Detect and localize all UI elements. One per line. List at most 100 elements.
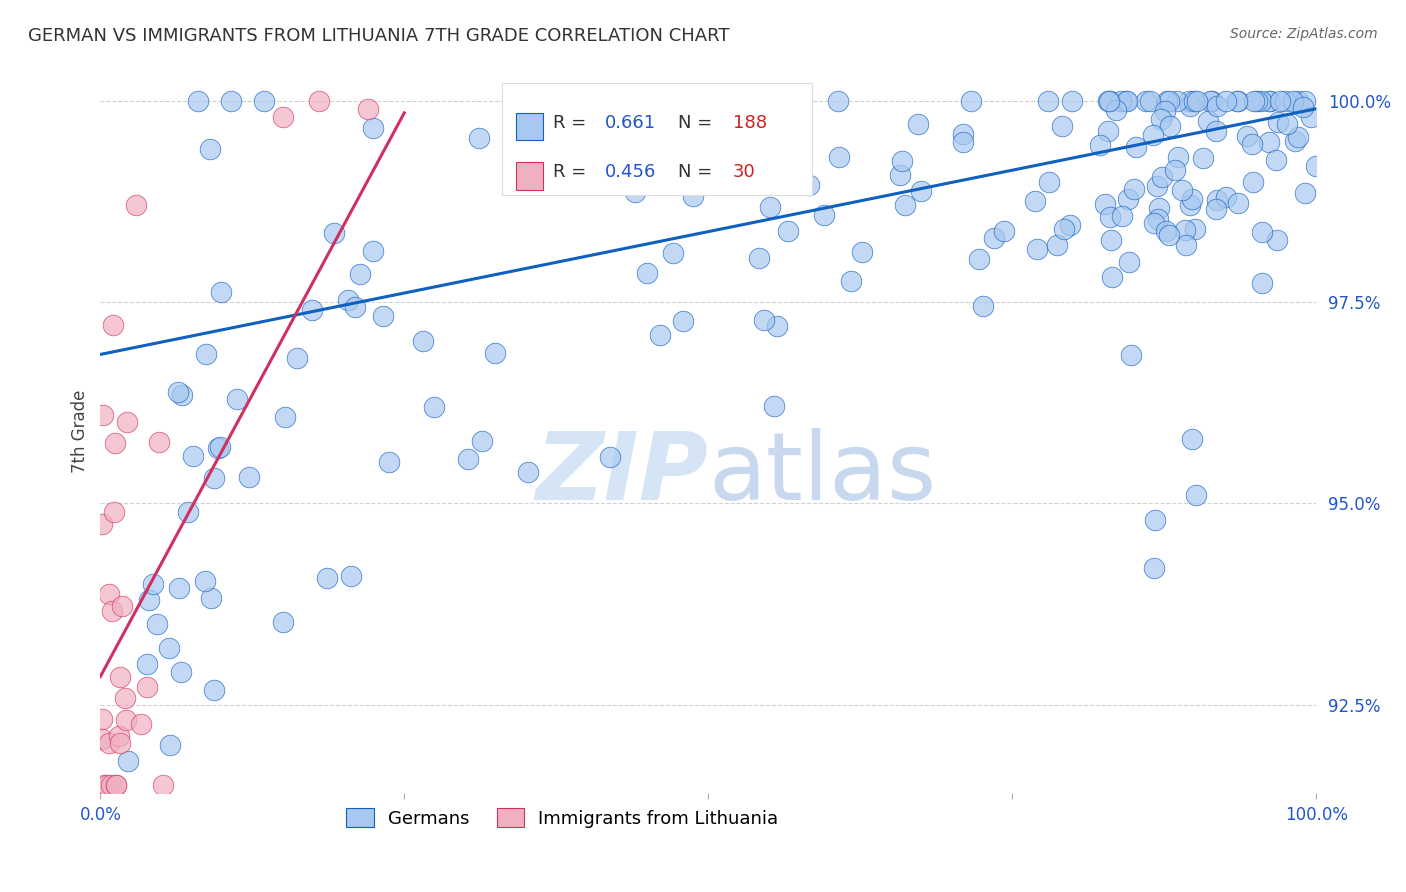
Point [827,94,849,108]
Point [1099,233,1122,247]
Point [910,184,932,198]
Point [1167,150,1189,164]
Point [1274,94,1296,108]
Point [952,135,974,149]
Point [238,470,260,484]
Point [100,778,122,792]
Text: GERMAN VS IMMIGRANTS FROM LITHUANIA 7TH GRADE CORRELATION CHART: GERMAN VS IMMIGRANTS FROM LITHUANIA 7TH … [28,27,730,45]
Point [889,168,911,182]
Point [108,670,131,684]
Point [152,778,174,792]
Point [742,156,765,170]
Legend: Germans, Immigrants from Lithuania: Germans, Immigrants from Lithuania [339,801,786,835]
Point [200,591,222,606]
Point [169,581,191,595]
Point [1143,512,1166,526]
Point [1163,163,1185,178]
Point [1258,94,1281,108]
Point [1099,211,1122,225]
Point [523,94,546,108]
Point [766,318,789,333]
Point [1288,129,1310,144]
Point [1105,103,1128,117]
Point [337,293,360,307]
Point [993,224,1015,238]
Y-axis label: 7th Grade: 7th Grade [72,389,89,473]
Point [91,732,114,747]
Point [1267,233,1289,247]
Point [851,244,873,259]
Point [159,738,181,752]
Point [117,754,139,768]
Point [1150,112,1173,127]
Point [967,252,990,267]
Point [1125,140,1147,154]
Text: N =: N = [678,114,718,132]
Point [643,107,665,121]
Point [412,334,434,348]
Point [1166,94,1188,108]
Point [1267,115,1289,129]
Point [839,274,862,288]
Point [894,198,917,212]
Point [1215,94,1237,108]
Point [1199,94,1222,108]
Point [146,617,169,632]
Point [125,198,148,212]
Point [1123,182,1146,196]
Point [110,736,132,750]
Point [170,388,193,402]
Point [194,574,217,589]
Point [1154,103,1177,118]
Point [357,102,380,116]
Point [1111,209,1133,223]
Point [181,449,204,463]
Point [1205,202,1227,216]
Point [1038,175,1060,189]
Text: 0.456: 0.456 [605,163,657,181]
Text: ZIP: ZIP [536,428,709,520]
Point [209,285,232,299]
Point [195,347,218,361]
Point [136,657,159,672]
Point [1154,224,1177,238]
Point [1181,432,1204,446]
Point [1205,99,1227,113]
Point [1097,123,1119,137]
Text: R =: R = [553,114,592,132]
Point [1294,94,1316,108]
Point [1270,94,1292,108]
Point [1152,169,1174,184]
Point [1227,94,1250,108]
Point [1292,100,1315,114]
Point [1181,192,1204,206]
Point [1147,212,1170,227]
Point [104,778,127,792]
Point [96,778,118,792]
Point [1159,120,1181,134]
Point [1178,198,1201,212]
Point [101,604,124,618]
Text: 0.661: 0.661 [605,114,657,132]
Point [1201,94,1223,108]
Point [1143,216,1166,230]
Text: 188: 188 [733,114,766,132]
Point [377,455,399,469]
Point [271,110,294,124]
Point [813,209,835,223]
Point [484,346,506,360]
Point [960,94,983,108]
Point [1301,111,1323,125]
Point [709,95,731,109]
Point [1250,94,1272,108]
Text: R =: R = [553,163,592,181]
Point [361,244,384,259]
Point [1142,128,1164,142]
Point [648,327,671,342]
Point [115,713,138,727]
Point [1094,196,1116,211]
FancyBboxPatch shape [516,162,543,190]
Point [468,131,491,145]
Point [471,434,494,449]
Point [672,314,695,328]
